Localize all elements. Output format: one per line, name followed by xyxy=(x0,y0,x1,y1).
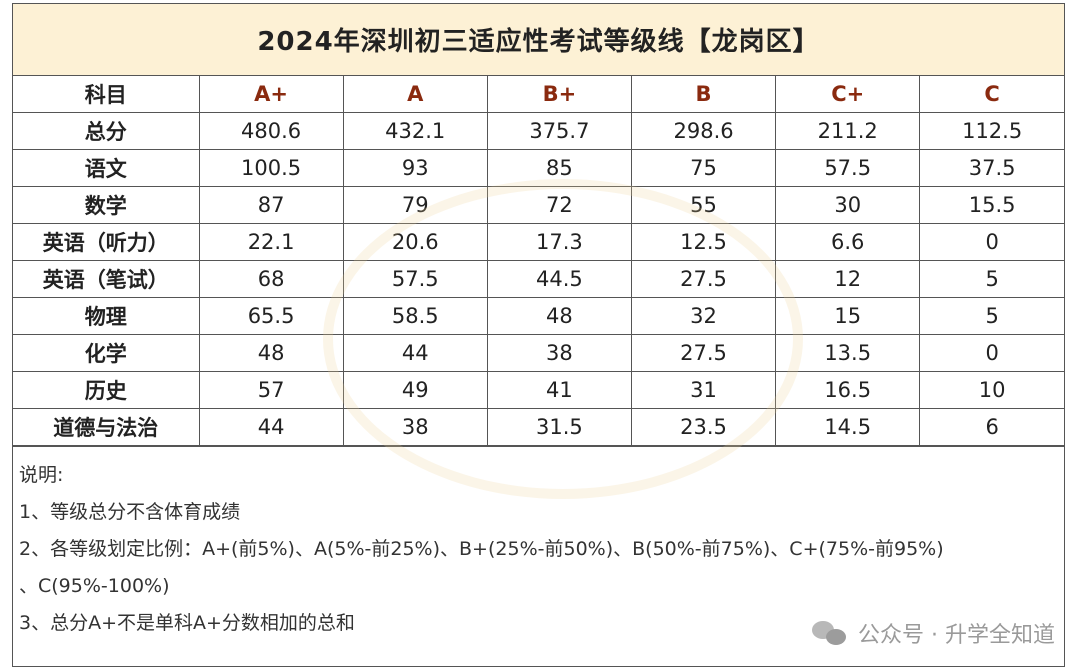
score-cell: 100.5 xyxy=(198,149,344,187)
grade-column-header: C xyxy=(919,76,1064,113)
score-cell: 5 xyxy=(919,297,1064,335)
subject-cell: 化学 xyxy=(13,334,200,372)
table-row: 数学 87 79 72 55 30 15.5 xyxy=(13,186,1064,224)
score-cell: 10 xyxy=(919,371,1064,409)
subject-cell: 英语（听力） xyxy=(13,223,200,261)
score-cell: 12 xyxy=(775,260,921,298)
score-cell: 58.5 xyxy=(342,297,488,335)
score-cell: 112.5 xyxy=(919,112,1064,150)
score-cell: 298.6 xyxy=(630,112,777,150)
score-cell: 31 xyxy=(630,371,777,409)
score-cell: 27.5 xyxy=(630,334,777,372)
note-line: 、C(95%-100%) xyxy=(19,575,170,597)
header-row: 科目 A+ A B+ B C+ C xyxy=(13,76,1064,113)
score-cell: 38 xyxy=(486,334,632,372)
score-cell: 79 xyxy=(342,186,488,224)
score-cell: 48 xyxy=(198,334,344,372)
score-cell: 49 xyxy=(342,371,488,409)
note-line: 说明: xyxy=(19,464,64,486)
score-cell: 44 xyxy=(342,334,488,372)
notes-section: 说明: 1、等级总分不含体育成绩 2、各等级划定比例：A+(前5%)、A(5%-… xyxy=(13,446,1064,642)
score-cell: 13.5 xyxy=(775,334,921,372)
wechat-icon xyxy=(812,619,848,647)
table-row: 道德与法治 44 38 31.5 23.5 14.5 6 xyxy=(13,408,1064,446)
score-cell: 16.5 xyxy=(775,371,921,409)
score-cell: 6.6 xyxy=(775,223,921,261)
grade-column-header: B xyxy=(630,76,777,113)
score-cell: 0 xyxy=(919,223,1064,261)
account-name: 公众号 · 升学全知道 xyxy=(858,623,1055,648)
score-cell: 0 xyxy=(919,334,1064,372)
subject-cell: 语文 xyxy=(13,149,200,187)
table-row: 物理 65.5 58.5 48 32 15 5 xyxy=(13,297,1064,335)
score-cell: 87 xyxy=(198,186,344,224)
score-cell: 44 xyxy=(198,408,344,446)
grade-table-document: 2024年深圳初三适应性考试等级线【龙岗区】 科目 A+ A B+ B C+ C 总分 480.… xyxy=(12,3,1065,667)
score-cell: 27.5 xyxy=(630,260,777,298)
score-cell: 41 xyxy=(486,371,632,409)
score-cell: 15 xyxy=(775,297,921,335)
table-row: 总分 480.6 432.1 375.7 298.6 211.2 112.5 xyxy=(13,112,1064,150)
subject-cell: 英语（笔试） xyxy=(13,260,200,298)
score-cell: 20.6 xyxy=(342,223,488,261)
score-cell: 38 xyxy=(342,408,488,446)
score-cell: 30 xyxy=(775,186,921,224)
score-cell: 75 xyxy=(630,149,777,187)
wechat-account-footer: 公众号 · 升学全知道 xyxy=(812,617,1055,649)
score-cell: 22.1 xyxy=(198,223,344,261)
score-cell: 57 xyxy=(198,371,344,409)
subject-cell: 历史 xyxy=(13,371,200,409)
table-row: 英语（笔试） 68 57.5 44.5 27.5 12 5 xyxy=(13,260,1064,298)
score-cell: 57.5 xyxy=(342,260,488,298)
subject-cell: 道德与法治 xyxy=(13,408,200,446)
score-cell: 68 xyxy=(198,260,344,298)
score-cell: 85 xyxy=(486,149,632,187)
score-cell: 211.2 xyxy=(775,112,921,150)
score-cell: 12.5 xyxy=(630,223,777,261)
score-cell: 55 xyxy=(630,186,777,224)
grade-table: 科目 A+ A B+ B C+ C 总分 480.6 432.1 375.7 298.6 211.2 11… xyxy=(13,76,1064,446)
table-row: 英语（听力） 22.1 20.6 17.3 12.5 6.6 0 xyxy=(13,223,1064,261)
score-cell: 32 xyxy=(630,297,777,335)
score-cell: 57.5 xyxy=(775,149,921,187)
subject-cell: 物理 xyxy=(13,297,200,335)
score-cell: 6 xyxy=(919,408,1064,446)
score-cell: 480.6 xyxy=(198,112,344,150)
grade-column-header: A xyxy=(342,76,488,113)
score-cell: 14.5 xyxy=(775,408,921,446)
score-cell: 65.5 xyxy=(198,297,344,335)
subject-cell: 数学 xyxy=(13,186,200,224)
score-cell: 31.5 xyxy=(486,408,632,446)
subject-cell: 总分 xyxy=(13,112,200,150)
score-cell: 23.5 xyxy=(630,408,777,446)
score-cell: 93 xyxy=(342,149,488,187)
note-line: 3、总分A+不是单科A+分数相加的总和 xyxy=(19,612,355,634)
grade-column-header: B+ xyxy=(486,76,632,113)
table-row: 语文 100.5 93 85 75 57.5 37.5 xyxy=(13,149,1064,187)
score-cell: 48 xyxy=(486,297,632,335)
score-cell: 15.5 xyxy=(919,186,1064,224)
note-line: 1、等级总分不含体育成绩 xyxy=(19,501,241,523)
score-cell: 432.1 xyxy=(342,112,488,150)
page-title: 2024年深圳初三适应性考试等级线【龙岗区】 xyxy=(13,4,1064,76)
table-row: 化学 48 44 38 27.5 13.5 0 xyxy=(13,334,1064,372)
grade-column-header: C+ xyxy=(775,76,921,113)
score-cell: 37.5 xyxy=(919,149,1064,187)
subject-column-header: 科目 xyxy=(13,76,200,113)
score-cell: 17.3 xyxy=(486,223,632,261)
score-cell: 5 xyxy=(919,260,1064,298)
note-line: 2、各等级划定比例：A+(前5%)、A(5%-前25%)、B+(25%-前50%… xyxy=(19,538,944,560)
score-cell: 72 xyxy=(486,186,632,224)
grade-column-header: A+ xyxy=(198,76,344,113)
score-cell: 44.5 xyxy=(486,260,632,298)
table-row: 历史 57 49 41 31 16.5 10 xyxy=(13,371,1064,409)
score-cell: 375.7 xyxy=(486,112,632,150)
